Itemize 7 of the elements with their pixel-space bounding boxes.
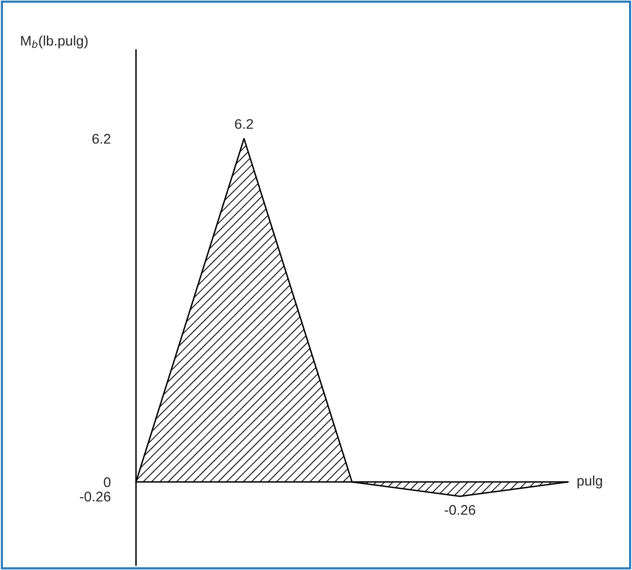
y-tick-label: 6.2 [92,134,110,144]
y-tick-label: -0.26 [80,492,110,502]
data-label: 6.2 [235,119,253,129]
y-axis-title: M$_{b}$(lb.pulg) [21,35,88,48]
x-axis-title: pulg [578,475,602,488]
data-label: -0.26 [444,505,476,515]
y-tick-label: 0 [104,477,110,488]
